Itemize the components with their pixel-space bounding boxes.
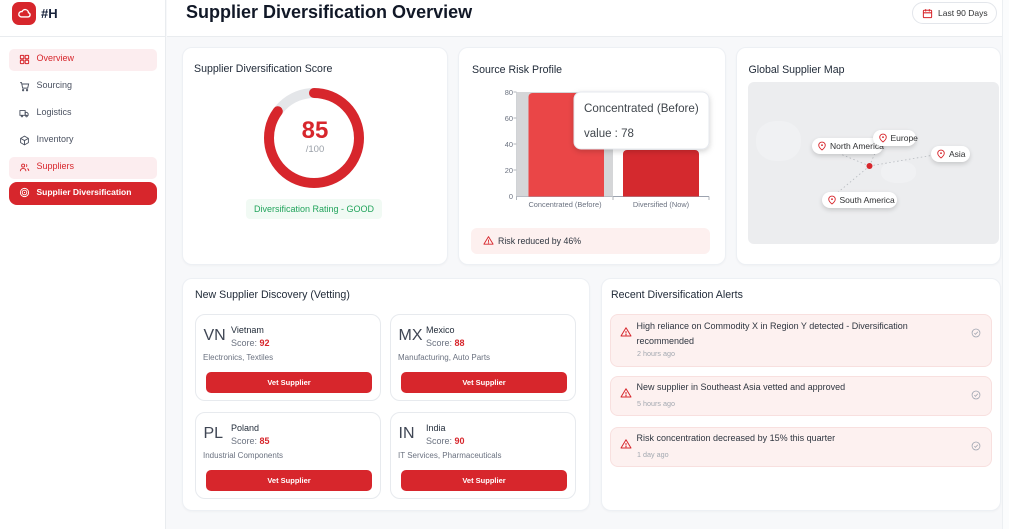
svg-text:80: 80 bbox=[505, 88, 513, 97]
svg-text:20: 20 bbox=[505, 166, 513, 175]
svg-text:40: 40 bbox=[505, 140, 513, 149]
svg-text:Concentrated (Before): Concentrated (Before) bbox=[584, 102, 699, 115]
svg-text:0: 0 bbox=[509, 192, 513, 201]
svg-text:Concentrated (Before): Concentrated (Before) bbox=[528, 200, 601, 209]
svg-text:value : 78: value : 78 bbox=[584, 128, 634, 140]
svg-text:60: 60 bbox=[505, 114, 513, 123]
svg-text:Diversified (Now): Diversified (Now) bbox=[633, 200, 689, 209]
